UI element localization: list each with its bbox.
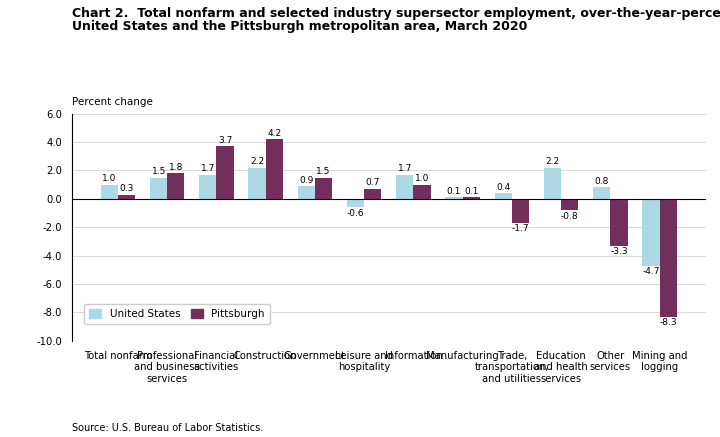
Bar xyxy=(298,186,315,199)
Text: 0.4: 0.4 xyxy=(496,183,510,192)
Text: 0.1: 0.1 xyxy=(464,187,479,196)
Text: Source: U.S. Bureau of Labor Statistics.: Source: U.S. Bureau of Labor Statistics. xyxy=(72,423,264,433)
Bar xyxy=(396,175,413,199)
Bar xyxy=(463,198,480,199)
Bar xyxy=(446,198,463,199)
Text: 1.0: 1.0 xyxy=(415,174,429,183)
Text: 1.5: 1.5 xyxy=(151,167,166,176)
Bar xyxy=(413,184,431,199)
Bar xyxy=(642,199,660,266)
Text: 0.3: 0.3 xyxy=(120,184,134,193)
Text: 4.2: 4.2 xyxy=(267,129,282,138)
Text: -1.7: -1.7 xyxy=(512,225,529,233)
Bar xyxy=(561,199,578,210)
Bar xyxy=(248,167,266,199)
Text: -8.3: -8.3 xyxy=(660,318,677,327)
Bar xyxy=(495,193,512,199)
Text: -0.6: -0.6 xyxy=(347,209,364,218)
Bar xyxy=(660,199,677,317)
Bar xyxy=(347,199,364,207)
Text: -3.3: -3.3 xyxy=(610,247,628,256)
Bar xyxy=(364,189,382,199)
Bar xyxy=(544,167,561,199)
Bar xyxy=(593,187,611,199)
Text: 2.2: 2.2 xyxy=(250,157,264,166)
Text: 1.8: 1.8 xyxy=(168,163,183,172)
Bar xyxy=(512,199,529,223)
Bar xyxy=(150,177,167,199)
Text: 0.1: 0.1 xyxy=(447,187,462,196)
Text: Chart 2.  Total nonfarm and selected industry supersector employment, over-the-y: Chart 2. Total nonfarm and selected indu… xyxy=(72,7,720,20)
Bar xyxy=(167,173,184,199)
Text: 0.7: 0.7 xyxy=(366,178,380,187)
Bar xyxy=(118,194,135,199)
Text: 1.7: 1.7 xyxy=(201,164,215,173)
Text: 1.7: 1.7 xyxy=(397,164,412,173)
Text: -0.8: -0.8 xyxy=(561,212,579,221)
Bar xyxy=(266,139,283,199)
Text: -4.7: -4.7 xyxy=(642,267,660,276)
Text: 0.8: 0.8 xyxy=(595,177,609,186)
Text: 2.2: 2.2 xyxy=(546,157,559,166)
Bar xyxy=(199,175,217,199)
Text: 1.0: 1.0 xyxy=(102,174,117,183)
Text: 0.9: 0.9 xyxy=(299,176,313,184)
Bar xyxy=(217,146,234,199)
Text: Percent change: Percent change xyxy=(72,97,153,107)
Text: 3.7: 3.7 xyxy=(218,136,233,145)
Bar xyxy=(611,199,628,246)
Legend: United States, Pittsburgh: United States, Pittsburgh xyxy=(84,304,270,324)
Bar xyxy=(315,177,332,199)
Text: United States and the Pittsburgh metropolitan area, March 2020: United States and the Pittsburgh metropo… xyxy=(72,20,527,33)
Text: 1.5: 1.5 xyxy=(316,167,330,176)
Bar xyxy=(101,184,118,199)
